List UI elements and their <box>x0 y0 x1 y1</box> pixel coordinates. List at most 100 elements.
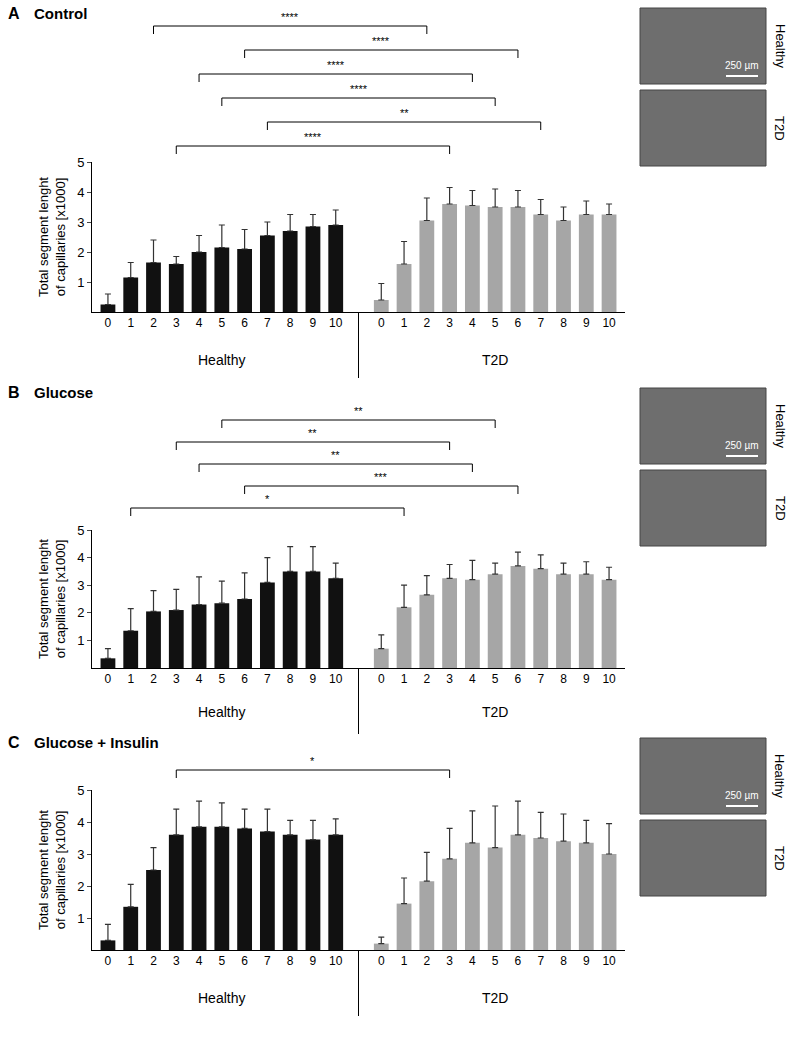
svg-text:5: 5 <box>77 783 84 798</box>
svg-text:1: 1 <box>127 954 134 968</box>
svg-text:7: 7 <box>264 316 271 330</box>
svg-text:T2D: T2D <box>773 496 788 521</box>
svg-text:B: B <box>8 384 20 401</box>
svg-text:7: 7 <box>264 954 271 968</box>
svg-text:250 µm: 250 µm <box>725 60 759 71</box>
svg-text:4: 4 <box>469 954 476 968</box>
svg-text:T2D: T2D <box>772 116 787 141</box>
svg-text:3: 3 <box>173 672 180 686</box>
svg-text:4: 4 <box>196 316 203 330</box>
svg-text:1: 1 <box>127 316 134 330</box>
svg-text:*: * <box>265 493 270 505</box>
svg-text:2: 2 <box>77 879 84 894</box>
svg-text:9: 9 <box>583 954 590 968</box>
svg-text:0: 0 <box>105 316 112 330</box>
svg-text:7: 7 <box>264 672 271 686</box>
svg-text:Healthy: Healthy <box>772 754 787 799</box>
svg-text:5: 5 <box>77 523 84 538</box>
svg-text:0: 0 <box>105 672 112 686</box>
svg-text:3: 3 <box>77 215 84 230</box>
svg-text:A: A <box>8 5 20 22</box>
svg-text:8: 8 <box>560 954 567 968</box>
svg-text:10: 10 <box>329 954 343 968</box>
svg-text:8: 8 <box>287 316 294 330</box>
svg-text:9: 9 <box>310 954 317 968</box>
svg-text:6: 6 <box>241 672 248 686</box>
svg-text:**: ** <box>354 405 363 417</box>
svg-text:4: 4 <box>469 672 476 686</box>
svg-text:Healthy: Healthy <box>198 990 245 1006</box>
svg-text:C: C <box>8 734 20 751</box>
svg-text:3: 3 <box>446 672 453 686</box>
svg-text:**: ** <box>308 427 317 439</box>
svg-text:2: 2 <box>77 245 84 260</box>
svg-text:0: 0 <box>105 954 112 968</box>
svg-text:10: 10 <box>602 954 616 968</box>
svg-text:2: 2 <box>150 672 157 686</box>
svg-text:****: **** <box>372 35 390 47</box>
svg-text:4: 4 <box>196 954 203 968</box>
svg-text:6: 6 <box>515 954 522 968</box>
svg-text:Healthy: Healthy <box>198 704 245 720</box>
svg-text:3: 3 <box>77 578 84 593</box>
svg-text:6: 6 <box>241 316 248 330</box>
svg-text:**: ** <box>331 449 340 461</box>
svg-text:****: **** <box>304 131 322 143</box>
svg-text:Control: Control <box>34 5 87 22</box>
svg-text:2: 2 <box>150 316 157 330</box>
svg-text:Glucose: Glucose <box>34 384 93 401</box>
svg-text:3: 3 <box>77 847 84 862</box>
svg-text:1: 1 <box>401 672 408 686</box>
svg-text:Healthy: Healthy <box>773 24 788 69</box>
svg-text:8: 8 <box>287 672 294 686</box>
svg-text:3: 3 <box>173 954 180 968</box>
svg-text:6: 6 <box>515 672 522 686</box>
svg-text:9: 9 <box>583 316 590 330</box>
svg-text:10: 10 <box>329 316 343 330</box>
svg-text:****: **** <box>350 83 368 95</box>
svg-text:250 µm: 250 µm <box>725 440 759 451</box>
svg-text:Healthy: Healthy <box>198 352 245 368</box>
svg-text:9: 9 <box>583 672 590 686</box>
svg-text:5: 5 <box>492 316 499 330</box>
svg-text:3: 3 <box>173 316 180 330</box>
svg-text:7: 7 <box>537 316 544 330</box>
svg-text:5: 5 <box>218 316 225 330</box>
svg-text:6: 6 <box>241 954 248 968</box>
svg-text:10: 10 <box>602 316 616 330</box>
svg-text:Total segment lenghtof capilla: Total segment lenghtof capillaries [x100… <box>36 539 68 659</box>
svg-text:1: 1 <box>77 633 84 648</box>
svg-text:5: 5 <box>218 672 225 686</box>
svg-text:0: 0 <box>378 316 385 330</box>
svg-text:5: 5 <box>492 672 499 686</box>
svg-text:2: 2 <box>150 954 157 968</box>
svg-text:8: 8 <box>560 672 567 686</box>
svg-text:2: 2 <box>423 316 430 330</box>
svg-text:****: **** <box>281 11 299 23</box>
svg-text:***: *** <box>374 471 388 483</box>
svg-text:Total segment lenghtof capilla: Total segment lenghtof capillaries [x100… <box>36 810 68 930</box>
svg-text:8: 8 <box>560 316 567 330</box>
svg-text:0: 0 <box>378 954 385 968</box>
svg-text:5: 5 <box>492 954 499 968</box>
svg-text:6: 6 <box>515 316 522 330</box>
svg-text:8: 8 <box>287 954 294 968</box>
svg-text:2: 2 <box>77 605 84 620</box>
svg-text:2: 2 <box>423 954 430 968</box>
svg-text:2: 2 <box>423 672 430 686</box>
svg-text:4: 4 <box>77 550 84 565</box>
svg-text:T2D: T2D <box>482 352 508 368</box>
svg-text:5: 5 <box>218 954 225 968</box>
svg-text:T2D: T2D <box>482 990 508 1006</box>
svg-text:4: 4 <box>196 672 203 686</box>
svg-text:4: 4 <box>469 316 476 330</box>
svg-text:1: 1 <box>77 275 84 290</box>
svg-text:7: 7 <box>537 954 544 968</box>
svg-text:**: ** <box>400 107 409 119</box>
svg-text:9: 9 <box>310 316 317 330</box>
svg-text:*: * <box>310 755 315 767</box>
svg-text:10: 10 <box>602 672 616 686</box>
svg-text:****: **** <box>327 59 345 71</box>
svg-text:3: 3 <box>446 954 453 968</box>
svg-text:3: 3 <box>446 316 453 330</box>
